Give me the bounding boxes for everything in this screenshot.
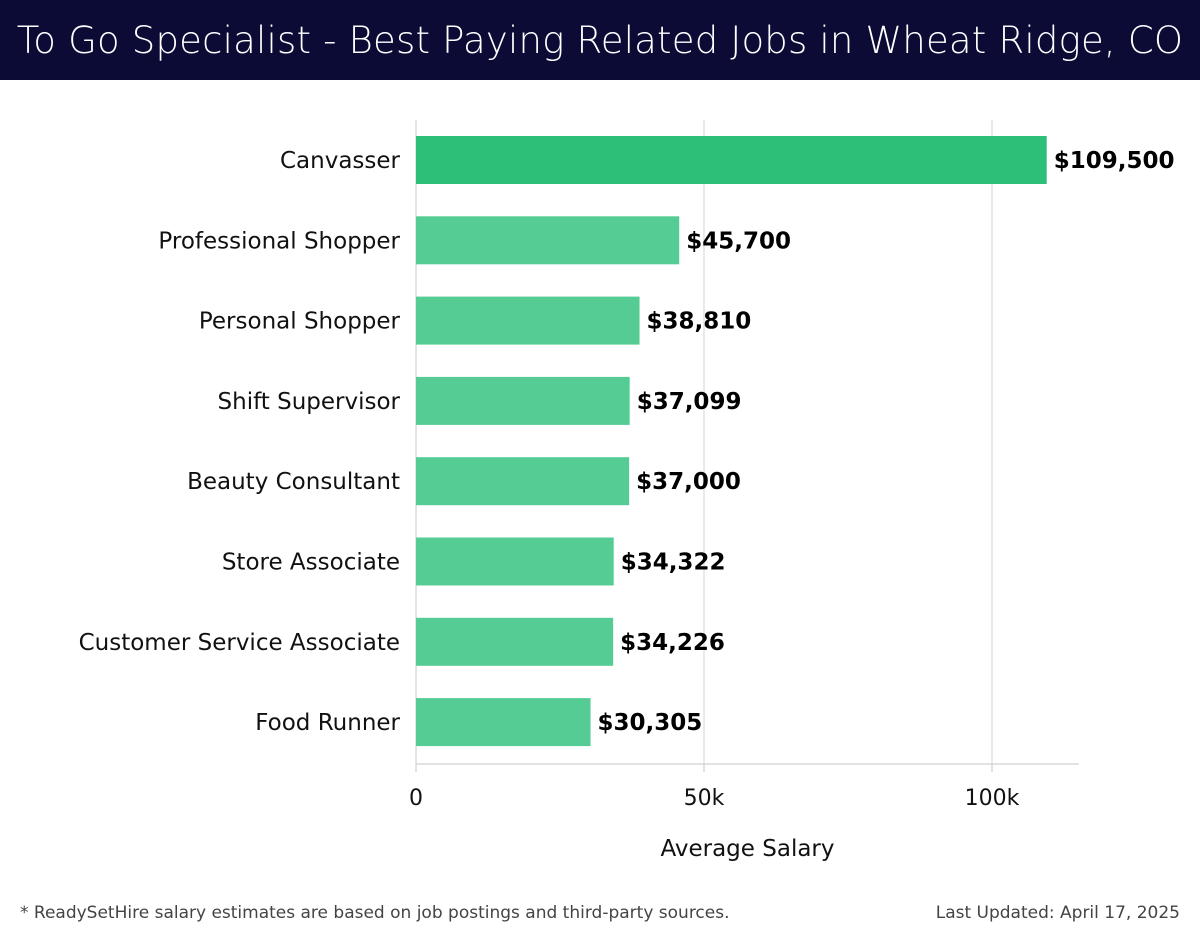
- last-updated: Last Updated: April 17, 2025: [935, 903, 1180, 923]
- x-tick-label: 100k: [965, 786, 1020, 811]
- bar: [416, 617, 614, 666]
- value-label: $30,305: [598, 710, 703, 736]
- bar: [416, 136, 1047, 184]
- bar: [416, 296, 640, 345]
- bar: [416, 376, 630, 425]
- value-label: $34,322: [621, 550, 726, 576]
- value-label: $37,000: [636, 469, 741, 495]
- bar: [416, 537, 614, 586]
- category-label: Customer Service Associate: [79, 630, 400, 656]
- category-label: Personal Shopper: [199, 309, 401, 335]
- x-axis-label: Average Salary: [660, 836, 834, 862]
- category-label: Food Runner: [255, 710, 400, 736]
- value-label: $38,810: [647, 309, 752, 335]
- category-label: Beauty Consultant: [187, 469, 400, 495]
- category-label: Store Associate: [222, 550, 400, 576]
- category-label: Shift Supervisor: [218, 389, 401, 415]
- x-tick-label: 0: [409, 786, 423, 811]
- bar: [416, 698, 591, 747]
- value-label: $34,226: [620, 630, 725, 656]
- bar: [416, 216, 680, 265]
- value-label: $45,700: [686, 228, 791, 254]
- value-label: $109,500: [1054, 148, 1175, 174]
- chart-header: To Go Specialist - Best Paying Related J…: [0, 0, 1200, 80]
- value-label: $37,099: [637, 389, 742, 415]
- category-label: Professional Shopper: [158, 228, 400, 254]
- chart-title: To Go Specialist - Best Paying Related J…: [16, 18, 1184, 62]
- x-tick-label: 50k: [684, 786, 725, 811]
- footnote: * ReadySetHire salary estimates are base…: [20, 903, 730, 923]
- bar: [416, 457, 630, 506]
- category-label: Canvasser: [280, 148, 401, 174]
